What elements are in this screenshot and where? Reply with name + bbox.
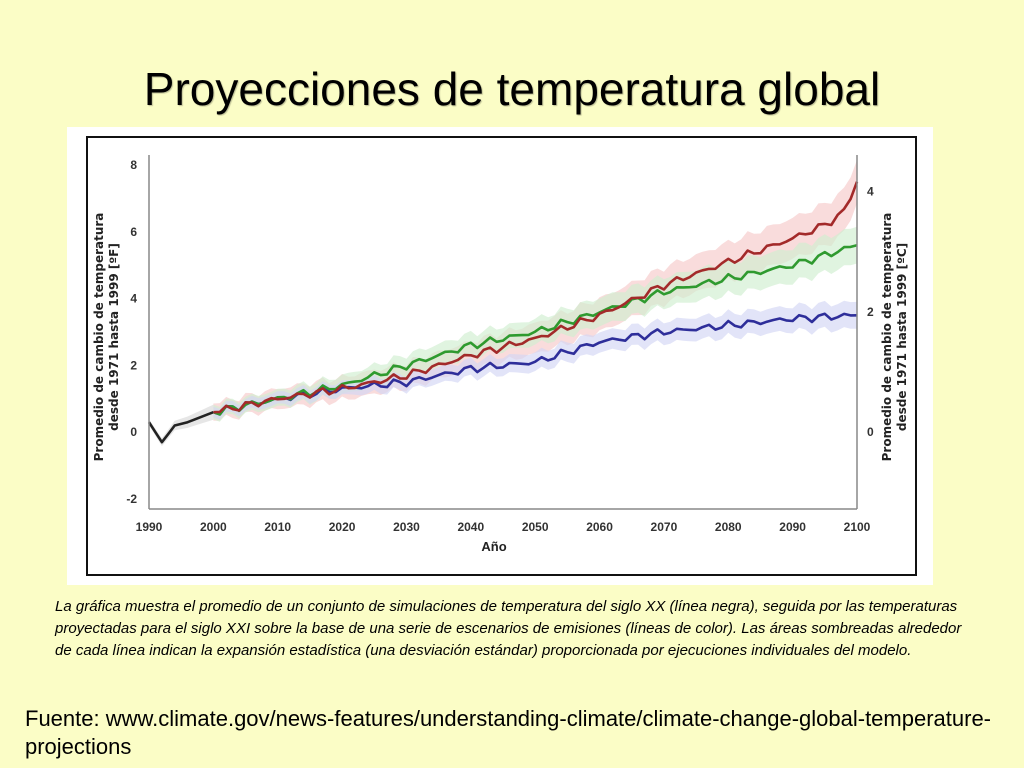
historical-spread-band — [149, 404, 214, 447]
x-tick-label: 2030 — [393, 520, 420, 534]
chart-panel: 1990 2000 2010 2020 2030 2040 2050 2060 2070 2080… — [67, 127, 933, 585]
chart-caption: La gráfica muestra el promedio de un con… — [55, 598, 962, 659]
high-series-line — [213, 181, 859, 414]
y-tick-label-left: -2 — [126, 492, 137, 506]
x-tick-label: 2020 — [329, 520, 356, 534]
x-tick-label: 2000 — [200, 520, 227, 534]
x-tick-label: 1990 — [136, 520, 163, 534]
x-tick-label: 2100 — [844, 520, 871, 534]
mid-series-line — [212, 243, 858, 416]
tick-labels: 1990 2000 2010 2020 2030 2040 2050 2060 2070 2080… — [126, 158, 874, 534]
x-axis-label: Año — [481, 539, 506, 554]
axes — [148, 155, 858, 510]
series-lines — [147, 181, 859, 444]
y-tick-label-right: 0 — [867, 425, 874, 439]
x-tick-label: 2080 — [715, 520, 742, 534]
y-tick-label-left: 4 — [130, 292, 137, 306]
x-tick-label: 2040 — [457, 520, 484, 534]
x-tick-label: 2050 — [522, 520, 549, 534]
y-tick-label-left: 2 — [130, 358, 137, 372]
x-tick-label: 2010 — [264, 520, 291, 534]
y-axis-label-right: Promedio de cambio de temperaturadesde 1… — [880, 213, 909, 462]
y-tick-label-right: 4 — [867, 184, 874, 198]
x-tick-label: 2070 — [651, 520, 678, 534]
slide-title: Proyecciones de temperatura global — [143, 63, 881, 115]
x-tick-label: 2090 — [779, 520, 806, 534]
y-tick-label-right: 2 — [867, 305, 874, 319]
historical-series-line — [147, 410, 214, 444]
y-axis-label-left: Promedio de cambio de temperaturadesde 1… — [92, 213, 121, 462]
source-citation: Fuente: www.climate.gov/news-features/un… — [25, 706, 992, 759]
y-tick-label-left: 0 — [130, 425, 137, 439]
y-tick-label-left: 8 — [130, 158, 137, 172]
temperature-projection-chart: 1990 2000 2010 2020 2030 2040 2050 2060 2070 2080… — [86, 136, 917, 576]
x-tick-label: 2060 — [586, 520, 613, 534]
y-tick-label-left: 6 — [130, 225, 137, 239]
